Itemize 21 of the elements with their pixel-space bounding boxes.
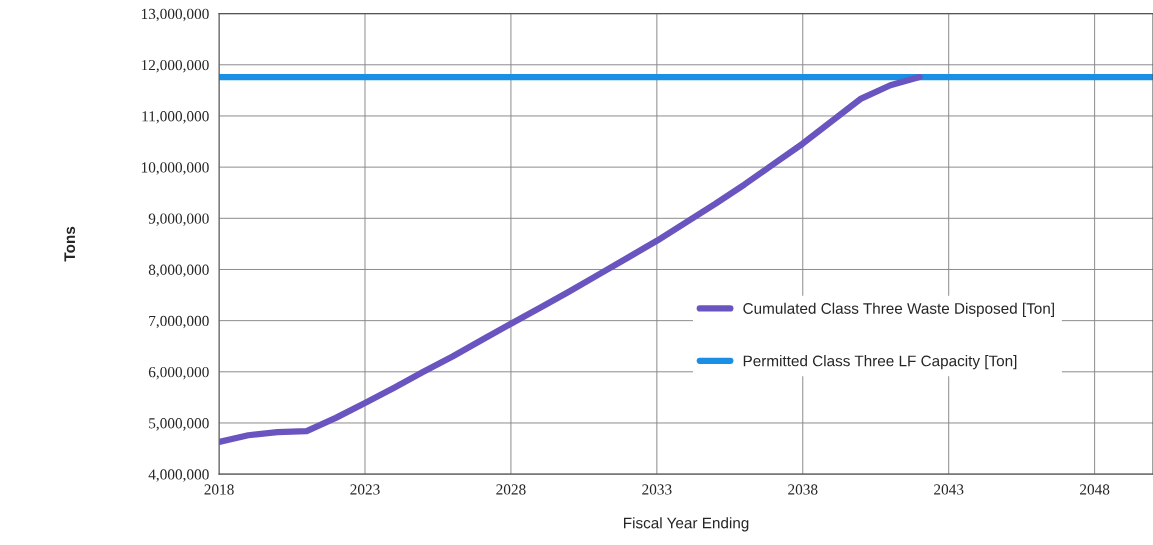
x-tick-label: 2023 <box>350 484 380 495</box>
y-tick-label: 7,000,000 <box>149 315 209 329</box>
legend-label: Permitted Class Three LF Capacity [Ton] <box>743 355 1017 370</box>
y-tick-label: 5,000,000 <box>149 418 209 431</box>
y-tick-label: 10,000,000 <box>141 162 209 175</box>
y-tick-label: 4,000,000 <box>148 469 209 482</box>
x-tick-label: 2043 <box>934 484 964 495</box>
x-tick-label: 2018 <box>204 484 234 495</box>
y-tick-label: 12,000,000 <box>141 59 209 73</box>
y-tick-label: 8,000,000 <box>148 264 209 278</box>
x-axis-title: Fiscal Year Ending <box>624 517 749 532</box>
legend-label: Cumulated Class Three Waste Disposed [Ton] <box>743 302 1054 317</box>
x-tick-label: 2028 <box>496 484 526 495</box>
y-tick-label: 9,000,000 <box>148 213 209 226</box>
y-axis-title: Tons <box>64 226 76 262</box>
y-tick-label: 13,000,000 <box>141 8 209 22</box>
x-tick-label: 2048 <box>1080 484 1110 495</box>
x-tick-label: 2033 <box>642 484 672 495</box>
x-tick-label: 2038 <box>788 484 818 495</box>
y-tick-label: 6,000,000 <box>148 366 209 380</box>
y-tick-label: 11,000,000 <box>142 111 209 124</box>
